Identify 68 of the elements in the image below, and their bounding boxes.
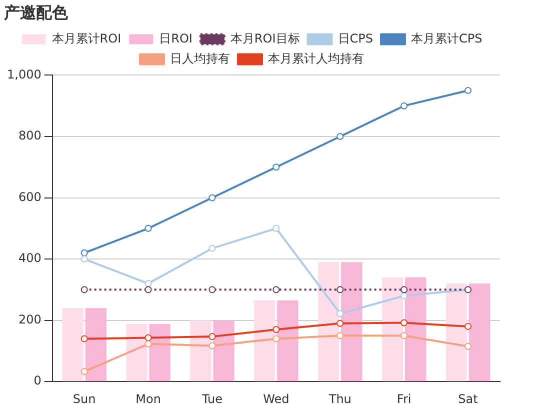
point [208, 194, 216, 202]
legend-label: 本月累计CPS [410, 31, 482, 46]
point [144, 286, 152, 294]
point [400, 332, 408, 340]
point [336, 132, 344, 140]
y-tick-label: 800 [18, 128, 42, 143]
legend-label: 本月累计人均持有 [268, 51, 364, 66]
point [272, 286, 280, 294]
x-tick-label: Sat [458, 392, 478, 406]
x-tick-label: Tue [200, 392, 222, 406]
point [80, 286, 88, 294]
y-tick-label: 400 [18, 251, 42, 266]
point [272, 164, 280, 171]
x-tick-label: Wed [263, 392, 290, 406]
bar [446, 284, 468, 382]
legend-label: 日CPS [338, 31, 373, 46]
y-tick-label: 1,000 [6, 67, 42, 82]
bar [254, 300, 276, 382]
point [272, 224, 280, 232]
point [400, 319, 408, 326]
bar [149, 324, 170, 382]
bar [62, 308, 84, 382]
legend-label: 日ROI [159, 31, 192, 46]
point [144, 340, 152, 348]
point [144, 334, 152, 342]
point [80, 256, 88, 263]
bar [468, 284, 490, 382]
point [80, 249, 88, 256]
bar [404, 277, 426, 382]
point [272, 326, 280, 334]
bar [277, 300, 298, 382]
point [208, 342, 216, 350]
point [400, 292, 408, 300]
bar [341, 262, 362, 382]
point [400, 102, 408, 110]
point [208, 333, 216, 340]
x-tick-label: Fri [396, 392, 412, 406]
legend-label: 本月累计ROI [52, 31, 122, 46]
bar [126, 324, 148, 382]
point [464, 87, 472, 94]
y-tick-label: 200 [18, 312, 42, 326]
point [208, 244, 216, 252]
point [336, 286, 344, 294]
bar [382, 277, 404, 382]
y-tick-label: 0 [34, 374, 42, 388]
bar [85, 308, 106, 382]
point [144, 224, 152, 232]
x-tick-label: Thu [328, 392, 352, 406]
point [208, 286, 216, 294]
point [336, 310, 344, 318]
point [272, 335, 280, 342]
chart-title: 产邀配色 [3, 2, 69, 22]
point [80, 335, 88, 342]
point [336, 332, 344, 340]
bar [318, 262, 340, 382]
point [464, 342, 472, 350]
point [144, 280, 152, 288]
point [336, 320, 344, 327]
bar [190, 320, 212, 382]
point [80, 368, 88, 375]
point [400, 286, 408, 294]
legend-label: 日人均持有 [170, 51, 230, 66]
y-tick-label: 600 [18, 190, 42, 204]
bar [213, 320, 234, 382]
legend-label: 本月ROI目标 [230, 31, 300, 46]
x-tick-label: Mon [136, 392, 161, 406]
point [464, 322, 472, 330]
x-tick-label: Sun [72, 392, 96, 406]
